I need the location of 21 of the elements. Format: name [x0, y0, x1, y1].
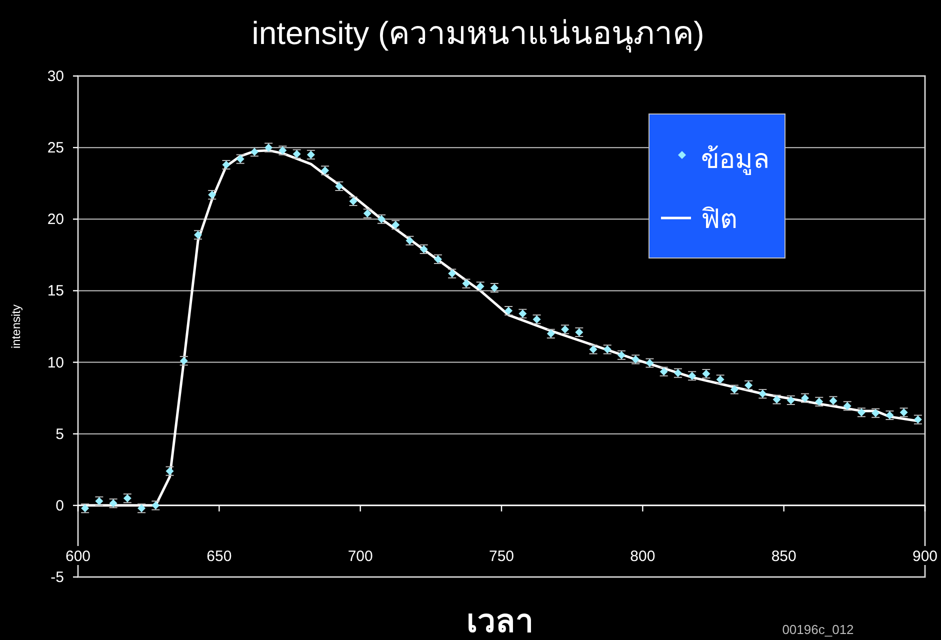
y-tick-label: 15	[47, 282, 64, 300]
legend-label: ข้อมูล	[701, 144, 770, 175]
x-tick-label: 800	[630, 548, 656, 565]
y-tick-label: 20	[47, 211, 64, 228]
y-tick-label: 10	[47, 354, 64, 372]
x-tick-label: 650	[206, 548, 232, 565]
x-tick-label: 850	[771, 548, 796, 565]
legend-label: ฟิต	[701, 204, 738, 234]
y-tick-label: 5	[56, 426, 64, 443]
y-axis-title: intensity	[9, 304, 23, 349]
y-tick-label: 0	[56, 497, 64, 514]
x-tick-label: 600	[65, 548, 91, 565]
x-tick-label: 900	[912, 548, 938, 565]
y-tick-label: 25	[47, 140, 64, 157]
x-tick-label: 750	[488, 548, 514, 565]
x-tick-label: 700	[348, 548, 373, 565]
x-axis-title: เวลา	[466, 603, 534, 639]
chart-title: intensity (ความหนาแน่นอนุภาค)	[252, 15, 704, 53]
y-tick-label: 30	[47, 68, 64, 85]
y-tick-label: -5	[50, 569, 64, 586]
text: 00196c_012	[782, 622, 854, 637]
